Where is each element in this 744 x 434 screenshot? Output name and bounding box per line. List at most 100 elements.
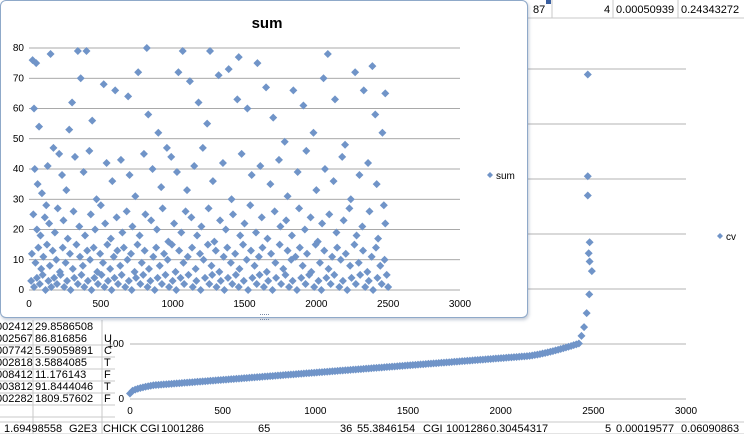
cell-a6[interactable]: 003812 <box>0 381 33 393</box>
bottom-cell-12[interactable]: 5 <box>605 423 611 434</box>
bottom-cell-6[interactable]: 65 <box>258 423 270 434</box>
bottom-cell-4[interactable]: CGI <box>140 423 160 434</box>
sum-data-point <box>139 270 148 279</box>
sum-data-point <box>70 152 79 161</box>
cell-c6[interactable]: T <box>104 381 111 393</box>
sum-data-point <box>314 276 323 285</box>
sum-data-point <box>33 180 42 189</box>
sum-data-point <box>127 249 136 258</box>
sum-data-point <box>73 47 82 56</box>
bottom-cell-13[interactable]: 0.00019577 <box>616 423 674 434</box>
sum-data-point <box>239 276 248 285</box>
sum-data-point <box>121 282 130 291</box>
cell-b5[interactable]: 11.176143 <box>35 369 86 381</box>
sum-data-point <box>179 258 188 267</box>
cell-c2[interactable]: U <box>104 333 112 345</box>
bottom-cell-3[interactable]: CHICK <box>103 423 138 434</box>
cell-a7[interactable]: 002282 <box>0 393 33 405</box>
sum-data-point <box>264 276 273 285</box>
sum-y-tick-label: 30 <box>13 194 25 205</box>
sum-data-point <box>367 252 376 261</box>
sum-data-point <box>199 255 208 264</box>
sum-data-point <box>58 243 67 252</box>
sum-data-point <box>55 149 64 158</box>
cell-c5[interactable]: F <box>104 369 111 381</box>
cell-b7[interactable]: 1809.57602 <box>35 393 93 405</box>
sum-data-point <box>288 276 297 285</box>
bottom-cell-10[interactable]: 1001286 <box>446 423 489 434</box>
sum-data-point <box>319 74 328 83</box>
sum-data-point <box>218 158 227 167</box>
sum-data-point <box>359 86 368 95</box>
bottom-cell-8[interactable]: 55.3846154 <box>357 423 415 434</box>
sum-data-point <box>89 243 98 252</box>
sum-data-point <box>318 219 327 228</box>
cv-outlier-point <box>583 70 592 79</box>
sum-data-point <box>203 240 212 249</box>
top-cell-2[interactable]: 4 <box>604 4 610 16</box>
sum-data-point <box>32 273 41 282</box>
sum-data-point <box>118 228 127 237</box>
cv-x-tick-label: 3000 <box>675 406 698 417</box>
sum-data-point <box>30 104 39 113</box>
sum-data-point <box>160 249 169 258</box>
sum-y-tick-label: 10 <box>13 255 25 266</box>
sum-data-point <box>49 143 58 152</box>
sum-data-point <box>132 273 141 282</box>
cell-a5[interactable]: 008412 <box>0 369 33 381</box>
cell-b3[interactable]: 5.59059891 <box>35 345 93 357</box>
sum-data-point <box>60 282 69 291</box>
bottom-cell-7[interactable]: 36 <box>340 423 352 434</box>
sum-chart-window[interactable]: sum 0 10 20 30 40 50 60 70 80 0 500 1000 1500 2000 250… <box>0 0 528 320</box>
sum-data-point <box>152 225 161 234</box>
cell-a3[interactable]: 007742 <box>0 345 33 357</box>
cell-c7[interactable]: F <box>104 393 111 405</box>
bottom-row-cells[interactable]: 1.69498558 G2E3 CHICK CGI 1001286 65 36 … <box>0 421 744 434</box>
sum-data-point <box>355 171 364 180</box>
cv-series <box>126 70 596 398</box>
top-row-cells[interactable]: 87 4 0.00050939 0.24343272 <box>528 0 744 19</box>
cell-b6[interactable]: 91.8444046 <box>35 381 93 393</box>
sum-data-point <box>255 270 264 279</box>
sum-data-point <box>341 249 350 258</box>
left-cells[interactable]: 002412 29.8586508 002567 86.816856 U 007… <box>0 320 115 434</box>
bottom-cell-11[interactable]: 0.30454317 <box>490 423 548 434</box>
cell-a4[interactable]: 002818 <box>0 357 33 369</box>
bottom-cell-9[interactable]: CGI <box>423 423 443 434</box>
cell-c4[interactable]: T <box>104 357 111 369</box>
cell-b2[interactable]: 86.816856 <box>35 333 87 345</box>
cell-a1[interactable]: 002412 <box>0 321 33 333</box>
sum-data-point <box>183 252 192 261</box>
sum-data-point <box>53 279 62 288</box>
sum-data-point <box>250 261 259 270</box>
sum-data-point <box>140 246 149 255</box>
sum-data-point <box>52 255 61 264</box>
top-cell-4[interactable]: 0.24343272 <box>681 4 739 16</box>
sum-data-point <box>346 261 355 270</box>
sum-data-point <box>291 252 300 261</box>
cell-b1[interactable]: 29.8586508 <box>35 321 93 333</box>
bottom-cell-14[interactable]: 0.06090863 <box>681 423 739 434</box>
cell-a2[interactable]: 002567 <box>0 333 33 345</box>
top-cell-3[interactable]: 0.00050939 <box>616 4 674 16</box>
cell-c3[interactable]: C <box>104 345 112 357</box>
sum-data-point <box>310 282 319 291</box>
sum-data-point <box>112 213 121 222</box>
sum-data-point <box>36 231 45 240</box>
top-cell-1[interactable]: 87 <box>533 4 545 16</box>
resize-handle-bottom[interactable] <box>260 314 269 320</box>
sum-data-point <box>379 201 388 210</box>
sum-data-point <box>312 186 321 195</box>
sum-data-point <box>368 62 377 71</box>
sum-data-point <box>206 47 215 56</box>
sum-data-point <box>27 276 36 285</box>
sum-data-point <box>359 246 368 255</box>
bottom-cell-1[interactable]: 1.69498558 <box>4 423 62 434</box>
sum-data-point <box>73 279 82 288</box>
bottom-cell-2[interactable]: G2E3 <box>69 423 97 434</box>
sum-data-point <box>184 270 193 279</box>
cell-b4[interactable]: 3.5884085 <box>35 357 87 369</box>
sum-data-point <box>100 282 109 291</box>
sum-data-point <box>147 216 156 225</box>
bottom-cell-5[interactable]: 1001286 <box>161 423 204 434</box>
